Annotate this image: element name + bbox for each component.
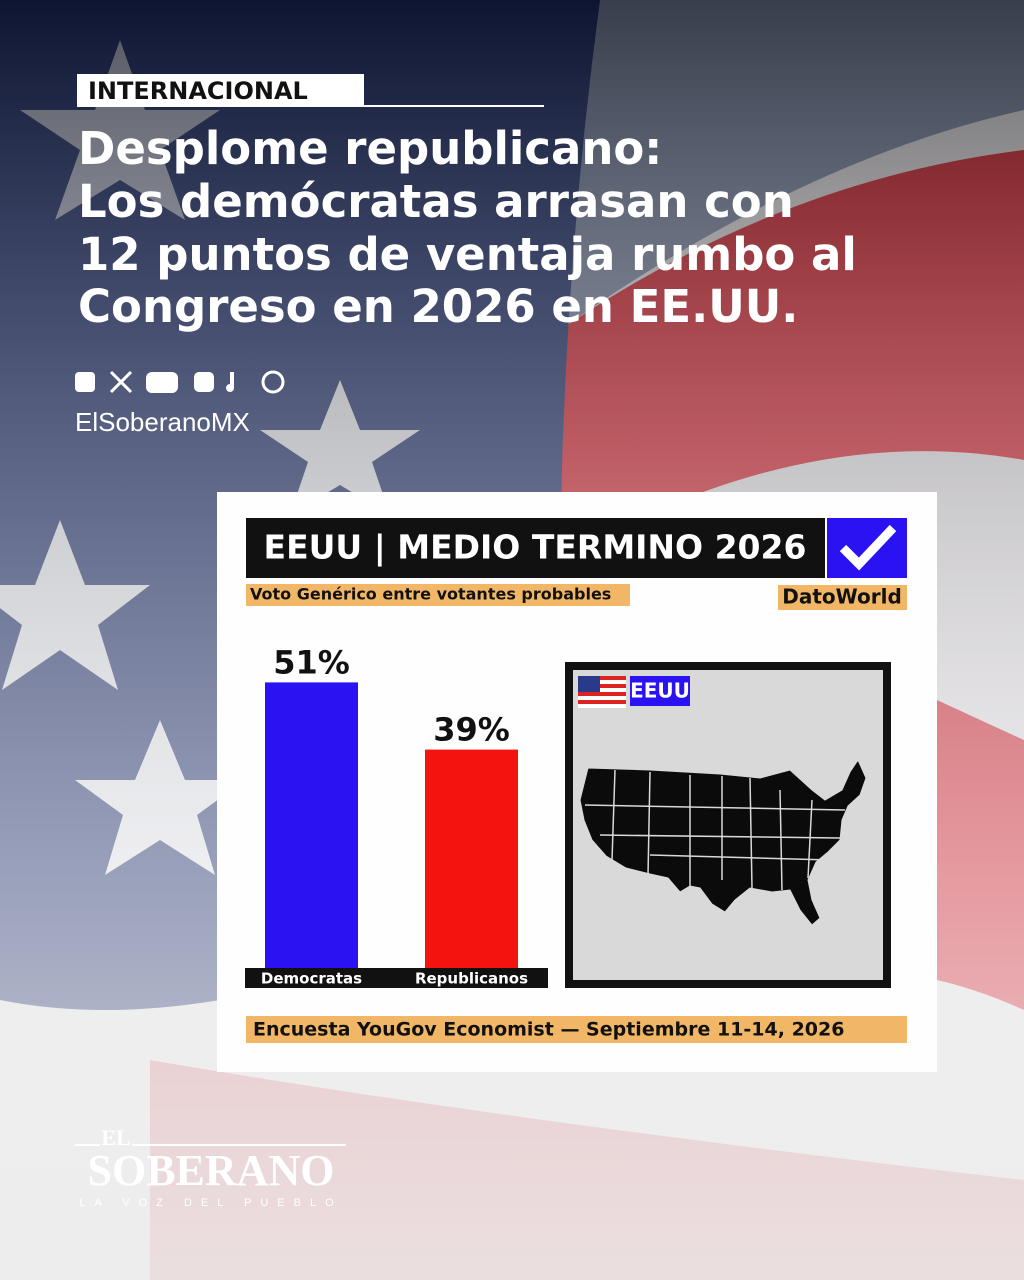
category-label: Democratas: [261, 970, 362, 988]
category-label: Republicanos: [415, 970, 528, 988]
logo-tagline: LA VOZ DEL PUEBLO: [79, 1197, 342, 1209]
chart-note: Encuesta YouGov Economist — Septiembre 1…: [253, 1019, 844, 1041]
title-box: [246, 518, 825, 578]
logo-name: SOBERANO: [88, 1146, 335, 1195]
headline: Los demócratas arrasan con: [78, 175, 794, 228]
headline: 12 puntos de ventaja rumbo al: [78, 228, 857, 281]
headline: Desplome republicano:: [78, 122, 662, 175]
section: INTERNACIONAL: [88, 77, 308, 105]
bar: [265, 682, 358, 968]
us-map: [579, 758, 867, 926]
headline: Congreso en 2026 en EE.UU.: [78, 280, 798, 333]
chart-subtitle: Voto Genérico entre votantes probables: [250, 585, 611, 604]
value-label: 39%: [433, 711, 510, 749]
source-box: [778, 585, 907, 610]
section-tag: [77, 74, 364, 106]
checkmark: [839, 524, 897, 571]
state-lines: [584, 769, 846, 891]
checkbox: [827, 518, 907, 578]
flag-icon: [578, 676, 626, 708]
subtitle-box: [246, 584, 630, 606]
note-box: [246, 1016, 907, 1043]
map-label: EEUU: [630, 679, 690, 703]
logo: EL SOBERANO LA VOZ DEL PUEBLO: [75, 1125, 346, 1209]
map-label-box: [630, 676, 690, 706]
handle: ElSoberanoMX: [75, 407, 250, 437]
bar: [425, 749, 518, 968]
value-label: 51%: [273, 643, 350, 681]
logo-top: EL: [101, 1125, 130, 1150]
social-icons: [75, 370, 285, 394]
category-strip: [245, 968, 548, 988]
chart-title: EEUU | MEDIO TERMINO 2026: [264, 528, 807, 567]
chart-source: DatoWorld: [782, 585, 902, 609]
